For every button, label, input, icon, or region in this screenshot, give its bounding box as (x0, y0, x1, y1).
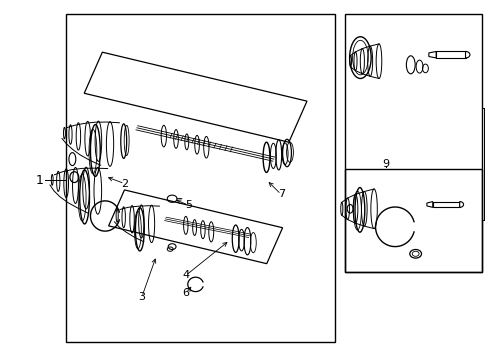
Text: 2: 2 (121, 179, 128, 189)
Bar (344, 169, 481, 272)
Text: 7: 7 (277, 189, 284, 199)
Text: 1: 1 (35, 174, 43, 186)
Text: 5: 5 (184, 200, 191, 210)
Text: 9: 9 (382, 159, 389, 169)
Wedge shape (465, 51, 469, 58)
Text: 6: 6 (182, 288, 189, 298)
Bar (432, 202, 459, 207)
Text: 8: 8 (486, 215, 488, 228)
Bar (66, 14, 334, 342)
Text: 4: 4 (182, 270, 189, 280)
Wedge shape (459, 202, 463, 207)
Bar (344, 14, 481, 272)
Text: 3: 3 (138, 292, 145, 302)
Bar (435, 51, 465, 58)
